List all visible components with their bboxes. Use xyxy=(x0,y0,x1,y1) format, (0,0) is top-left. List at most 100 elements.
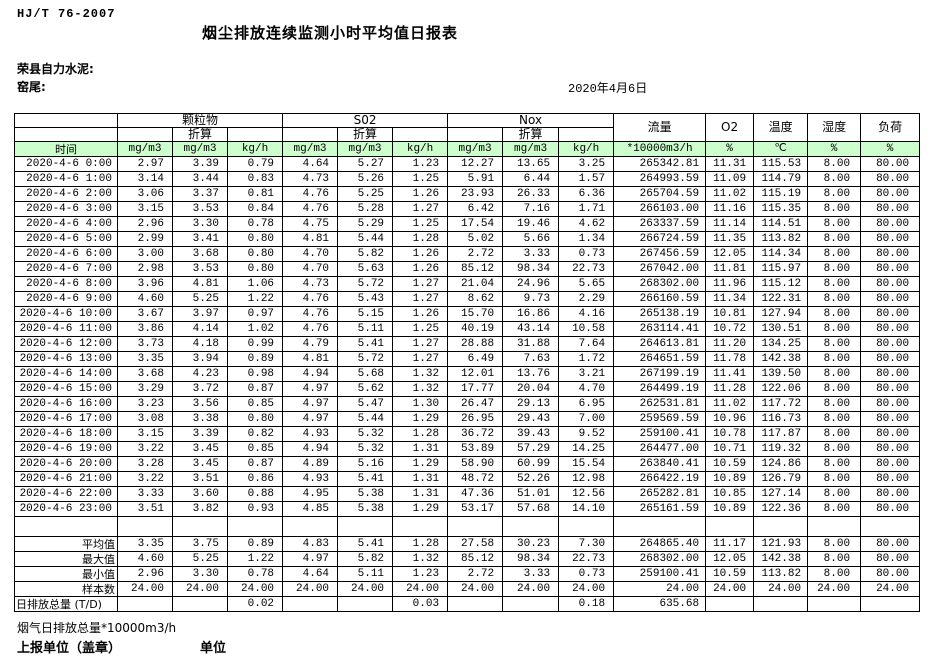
value-cell: 5.28 xyxy=(337,201,394,217)
value-cell: 1.29 xyxy=(392,456,449,472)
daily-total-row: 日排放总量 (T/D) 0.02 0.03 0.18 635.68 xyxy=(14,596,921,612)
value-cell: 1.31 xyxy=(392,486,449,502)
value-cell: 11.14 xyxy=(705,216,755,232)
value-cell: 4.81 xyxy=(282,351,339,367)
unit-cell: kg/h xyxy=(558,141,615,157)
time-cell: 2020-4-6 2:00 xyxy=(14,186,118,202)
value-cell: 4.97 xyxy=(282,411,339,427)
value-cell: 4.18 xyxy=(172,336,228,352)
value-cell: 5.91 xyxy=(447,171,504,187)
value-cell: 1.32 xyxy=(392,381,449,397)
value-cell: 3.53 xyxy=(172,201,228,217)
value-cell: 0.81 xyxy=(226,186,284,202)
value-cell: 12.05 xyxy=(705,551,755,567)
value-cell: 4.60 xyxy=(117,291,173,307)
value-cell: 3.28 xyxy=(117,456,173,472)
value-cell: 4.93 xyxy=(282,471,339,487)
value-cell: 80.00 xyxy=(860,246,921,262)
unit-cell: kg/h xyxy=(226,141,284,157)
value-cell: 80.00 xyxy=(860,381,921,397)
value-cell: 259100.41 xyxy=(613,566,707,582)
value-cell: 8.00 xyxy=(807,351,862,367)
value-cell: 60.99 xyxy=(502,456,560,472)
value-cell: 3.22 xyxy=(117,441,173,457)
value-cell: 17.54 xyxy=(447,216,504,232)
value-cell: 264865.40 xyxy=(613,536,707,552)
value-cell: 1.32 xyxy=(392,366,449,382)
value-cell: 4.76 xyxy=(282,306,339,322)
total-label: 日排放总量 (T/D) xyxy=(14,596,118,612)
value-cell: 0.18 xyxy=(558,596,615,612)
value-cell: 1.31 xyxy=(392,441,449,457)
time-cell: 2020-4-6 12:00 xyxy=(14,336,118,352)
value-cell: 4.76 xyxy=(282,201,339,217)
empty-header-cell xyxy=(117,127,173,142)
value-cell: 1.34 xyxy=(558,231,615,247)
header-group-row: 颗粒物 S02 Nox 流量 O2 温度 湿度 负荷 xyxy=(14,113,921,142)
page-title: 烟尘排放连续监测小时平均值日报表 xyxy=(201,24,458,42)
empty-header-cell xyxy=(14,127,118,142)
value-cell: 1.27 xyxy=(392,201,449,217)
value-cell: 267456.59 xyxy=(613,246,707,262)
header-units-row: 时间 mg/m3 mg/m3 kg/h mg/m3 mg/m3 kg/h mg/… xyxy=(14,141,921,157)
value-cell: 3.53 xyxy=(172,261,228,277)
value-cell: 8.00 xyxy=(807,171,862,187)
value-cell: 3.75 xyxy=(172,536,228,552)
value-cell: 5.26 xyxy=(337,171,394,187)
value-cell: 5.11 xyxy=(337,566,394,582)
value-cell: 0.02 xyxy=(226,596,284,612)
value-cell: 3.96 xyxy=(117,276,173,292)
summary-label: 样本数 xyxy=(14,581,118,597)
value-cell: 3.39 xyxy=(172,156,228,172)
value-cell: 14.10 xyxy=(558,501,615,517)
value-cell: 11.78 xyxy=(705,351,755,367)
hourly-data-row: 2020-4-6 8:00 3.96 4.81 1.06 4.73 5.72 1.27 21.… xyxy=(14,276,921,292)
value-cell: 4.70 xyxy=(282,246,339,262)
value-cell: 0.86 xyxy=(226,471,284,487)
value-cell: 80.00 xyxy=(860,566,921,582)
value-cell: 11.31 xyxy=(705,156,755,172)
value-cell: 1.27 xyxy=(392,291,449,307)
hourly-data-row: 2020-4-6 13:00 3.35 3.94 0.89 4.81 5.72 1.27 6.… xyxy=(14,351,921,367)
summary-label: 最大值 xyxy=(14,551,118,567)
hourly-data-row: 2020-4-6 20:00 3.28 3.45 0.87 4.89 5.16 1.29 58… xyxy=(14,456,921,472)
column-load: 负荷 xyxy=(860,113,921,142)
value-cell: 5.44 xyxy=(337,231,394,247)
time-cell: 2020-4-6 20:00 xyxy=(14,456,118,472)
value-cell: 3.60 xyxy=(172,486,228,502)
value-cell: 113.82 xyxy=(753,231,809,247)
column-group-particulate: 颗粒物 xyxy=(116,113,284,128)
value-cell: 3.39 xyxy=(172,426,228,442)
value-cell: 4.70 xyxy=(282,261,339,277)
value-cell: 4.95 xyxy=(282,486,339,502)
value-cell: 3.44 xyxy=(172,171,228,187)
value-cell: 117.87 xyxy=(753,426,809,442)
value-cell: 4.70 xyxy=(558,381,615,397)
value-cell: 4.94 xyxy=(282,366,339,382)
value-cell: 5.25 xyxy=(172,291,228,307)
time-cell: 2020-4-6 4:00 xyxy=(14,216,118,232)
value-cell: 1.28 xyxy=(392,426,449,442)
value-cell: 11.28 xyxy=(705,381,755,397)
unit-cell-o2: % xyxy=(705,141,755,157)
value-cell: 265282.81 xyxy=(613,486,707,502)
table-body: 2020-4-6 0:00 2.97 3.39 0.79 4.64 5.27 1.23 12.… xyxy=(14,156,921,612)
column-group-so2: S02 xyxy=(282,113,449,128)
header-converted-row: 折算 折算 折算 xyxy=(14,127,920,142)
value-cell: 1.26 xyxy=(392,261,449,277)
empty-header-cell xyxy=(226,127,284,142)
value-cell: 3.06 xyxy=(117,186,173,202)
reporting-unit-label: 上报单位（盖章） xyxy=(17,641,122,656)
value-cell: 6.95 xyxy=(558,396,615,412)
value-cell: 117.72 xyxy=(753,396,809,412)
value-cell xyxy=(282,596,339,612)
value-cell: 11.20 xyxy=(705,336,755,352)
value-cell: 5.02 xyxy=(447,231,504,247)
value-cell: 8.00 xyxy=(807,186,862,202)
value-cell: 265342.81 xyxy=(613,156,707,172)
value-cell xyxy=(502,516,560,537)
value-cell: 8.62 xyxy=(447,291,504,307)
value-cell: 58.90 xyxy=(447,456,504,472)
value-cell: 10.59 xyxy=(705,566,755,582)
value-cell: 11.34 xyxy=(705,291,755,307)
